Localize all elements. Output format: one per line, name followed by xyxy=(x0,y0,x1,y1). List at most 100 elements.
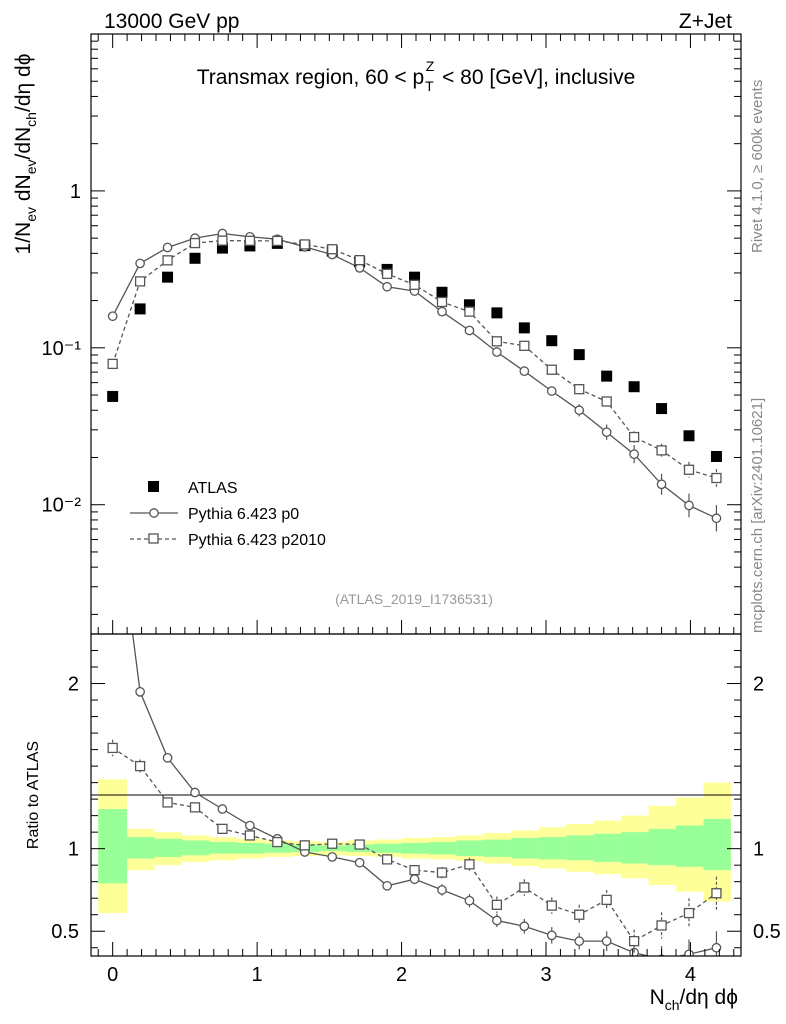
ratio-band-inner xyxy=(429,842,457,855)
ratio-p2010-point xyxy=(354,839,365,850)
main-ytick-label: 10⁻¹ xyxy=(42,338,82,360)
ratio-band-inner xyxy=(264,843,292,853)
atlas-point xyxy=(491,307,503,319)
p2010-point xyxy=(327,244,338,255)
p2010-point xyxy=(601,396,612,407)
atlas-point xyxy=(216,242,228,254)
p0-point xyxy=(492,347,502,357)
p0-point xyxy=(546,386,557,396)
analysis-label: (ATLAS_2019_I1736531) xyxy=(335,591,493,607)
ratio-band-inner xyxy=(401,842,429,854)
ratio-band-inner xyxy=(374,843,402,853)
atlas-point xyxy=(518,322,530,334)
p0-point xyxy=(135,258,145,269)
ratio-band-inner xyxy=(483,839,512,857)
ratio-p0-point xyxy=(519,921,530,932)
p2010-point xyxy=(217,235,228,246)
ratio-p2010-point xyxy=(683,907,695,919)
atlas-point xyxy=(546,335,558,347)
legend-label-atlas: ATLAS xyxy=(188,480,238,497)
p2010-point xyxy=(354,254,365,266)
p0-point xyxy=(107,311,118,322)
p0-point xyxy=(656,479,667,490)
ratio-p2010-point xyxy=(656,920,667,931)
ratio-line-p2010 xyxy=(112,747,717,942)
atlas-point xyxy=(710,450,722,462)
p2010-point xyxy=(519,340,530,351)
ratio-ylabel: Ratio to ATLAS xyxy=(25,741,42,849)
ratio-p0-point xyxy=(135,686,145,697)
ratio-p0-point xyxy=(327,852,338,862)
ratio-p0-point xyxy=(574,936,585,946)
p2010-point xyxy=(491,336,503,347)
legend-marker-atlas xyxy=(148,481,159,492)
ratio-band-inner xyxy=(593,833,622,862)
ratio-p0-point xyxy=(601,936,612,946)
p2010-point xyxy=(134,276,146,287)
ratio-p2010-point xyxy=(436,867,448,878)
p2010-point xyxy=(711,472,722,484)
ratio-p2010-point xyxy=(381,854,393,865)
ratio-p2010-point xyxy=(134,760,146,772)
p2010-point xyxy=(656,445,667,456)
p2010-point xyxy=(409,279,420,290)
p2010-point xyxy=(272,235,283,247)
p0-point xyxy=(601,427,612,438)
p0-point xyxy=(437,306,447,317)
ratio-ytick-label-left: 1 xyxy=(68,839,79,861)
p0-point xyxy=(162,242,173,253)
ratio-p2010-point xyxy=(491,899,503,910)
p0-point xyxy=(574,405,585,416)
ratio-ytick-label-right: 1 xyxy=(753,839,764,861)
p2010-point xyxy=(299,239,310,250)
main-title: Transmax region, 60 < pTZ < 80 [GeV], in… xyxy=(197,58,636,94)
ratio-panel: 0.5 0.5 1 1 2 2 0 1 2 3 4 Ratio to ATLAS Nch/dη dϕ xyxy=(25,633,781,1013)
mcplots-label: mcplots.cern.ch [arXiv:2401.10621] xyxy=(749,398,766,633)
ratio-marks xyxy=(107,634,722,956)
atlas-point xyxy=(436,286,448,298)
p0-point xyxy=(711,513,722,524)
p0-point xyxy=(464,325,475,336)
energy-label: 13000 GeV pp xyxy=(104,10,239,33)
ratio-p0-point xyxy=(437,885,447,895)
ratio-band-inner xyxy=(182,840,210,856)
ratio-band-inner xyxy=(676,825,704,867)
ratio-xtick-label: 3 xyxy=(540,964,551,986)
atlas-point xyxy=(573,349,585,361)
p0-point xyxy=(629,449,639,460)
atlas-point xyxy=(656,403,668,415)
ratio-band-inner xyxy=(236,842,265,854)
ratio-p0-point xyxy=(354,857,365,868)
legend-marker-p0 xyxy=(149,508,159,518)
ratio-p2010-point xyxy=(272,836,283,848)
atlas-point xyxy=(107,390,119,402)
ratio-clipped xyxy=(107,634,722,956)
atlas-point xyxy=(628,381,640,393)
ratio-p2010-point xyxy=(409,864,420,876)
ratio-xtick-label: 4 xyxy=(685,964,696,986)
ratio-band-inner xyxy=(456,840,484,857)
p2010-point xyxy=(162,255,173,266)
rivet-label: Rivet 4.1.0, ≥ 600k events xyxy=(749,80,766,253)
ratio-p2010-point xyxy=(327,838,338,849)
atlas-point xyxy=(189,252,201,264)
ratio-xtick-label: 2 xyxy=(396,964,407,986)
ratio-band-inner xyxy=(209,842,237,854)
legend-label-p2010: Pythia 6.423 p2010 xyxy=(188,532,326,549)
main-ytick-label: 1 xyxy=(70,181,81,203)
ratio-p0-point xyxy=(190,787,200,798)
ratio-band-inner xyxy=(566,835,594,861)
p2010-point xyxy=(381,268,393,280)
ratio-p0-point xyxy=(492,915,502,926)
ratio-p2010-point xyxy=(601,894,612,906)
ratio-p2010-point xyxy=(244,830,256,841)
main-panel: 10⁻² 10⁻¹ 1 Transmax region, 60 < pTZ < 80… xyxy=(12,33,742,635)
ratio-p2010-point xyxy=(546,900,557,911)
ratio-ytick-label-left: 2 xyxy=(68,674,79,696)
p0-point xyxy=(519,366,530,377)
ratio-p2010-point xyxy=(464,859,475,870)
ratio-p2010-point xyxy=(217,823,228,835)
p2010-point xyxy=(436,296,448,308)
legend-marker-p2010 xyxy=(148,533,159,544)
ratio-ytick-label-left: 0.5 xyxy=(51,921,79,943)
